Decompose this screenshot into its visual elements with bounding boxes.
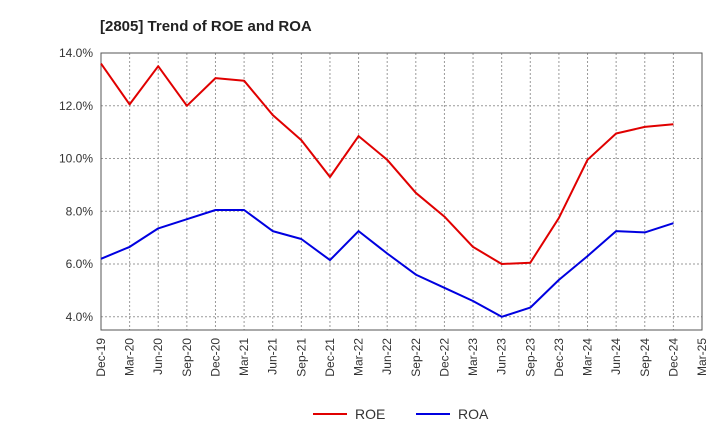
x-tick-label: Mar-23 [466, 338, 480, 376]
x-tick-label: Mar-24 [581, 338, 595, 376]
x-tick-label: Sep-23 [523, 338, 537, 377]
x-tick-label: Jun-20 [151, 338, 165, 375]
plot-area: 4.0% 6.0% 8.0% 10.0% 12.0% 14.0% Dec-19 Mar-20 J… [59, 46, 709, 377]
series-line-roe [100, 63, 674, 265]
x-tick-label: Jun-21 [266, 338, 280, 375]
x-tick-label: Dec-19 [94, 338, 108, 377]
y-tick-label: 10.0% [59, 152, 93, 166]
x-tick-label: Sep-21 [294, 338, 308, 377]
y-tick-label: 6.0% [66, 257, 94, 271]
y-tick-label: 4.0% [66, 310, 94, 324]
x-tick-label: Dec-24 [666, 338, 680, 377]
x-tick-label: Sep-20 [180, 338, 194, 377]
x-tick-label: Dec-21 [323, 338, 337, 377]
legend: ROE ROA [313, 406, 489, 422]
legend-label-roa: ROA [458, 406, 489, 422]
x-tick-label: Dec-23 [552, 338, 566, 377]
legend-label-roe: ROE [355, 406, 385, 422]
x-tick-label: Jun-24 [609, 338, 623, 375]
chart-title: [2805] Trend of ROE and ROA [100, 18, 312, 35]
x-tick-label: Mar-22 [352, 338, 366, 376]
x-tick-label: Jun-22 [380, 338, 394, 375]
y-tick-label: 12.0% [59, 99, 93, 113]
x-tick-label: Mar-25 [695, 338, 709, 376]
x-tick-label: Dec-20 [208, 338, 222, 377]
x-tick-label: Sep-24 [638, 338, 652, 377]
x-tick-label: Sep-22 [409, 338, 423, 377]
x-tick-label: Mar-21 [237, 338, 251, 376]
x-tick-label: Dec-22 [437, 338, 451, 377]
plot-frame [100, 52, 703, 331]
y-tick-label: 14.0% [59, 46, 93, 60]
y-tick-label: 8.0% [66, 204, 94, 218]
series-line-roa [100, 209, 674, 318]
x-tick-label: Mar-20 [123, 338, 137, 376]
x-tick-label: Jun-23 [495, 338, 509, 375]
